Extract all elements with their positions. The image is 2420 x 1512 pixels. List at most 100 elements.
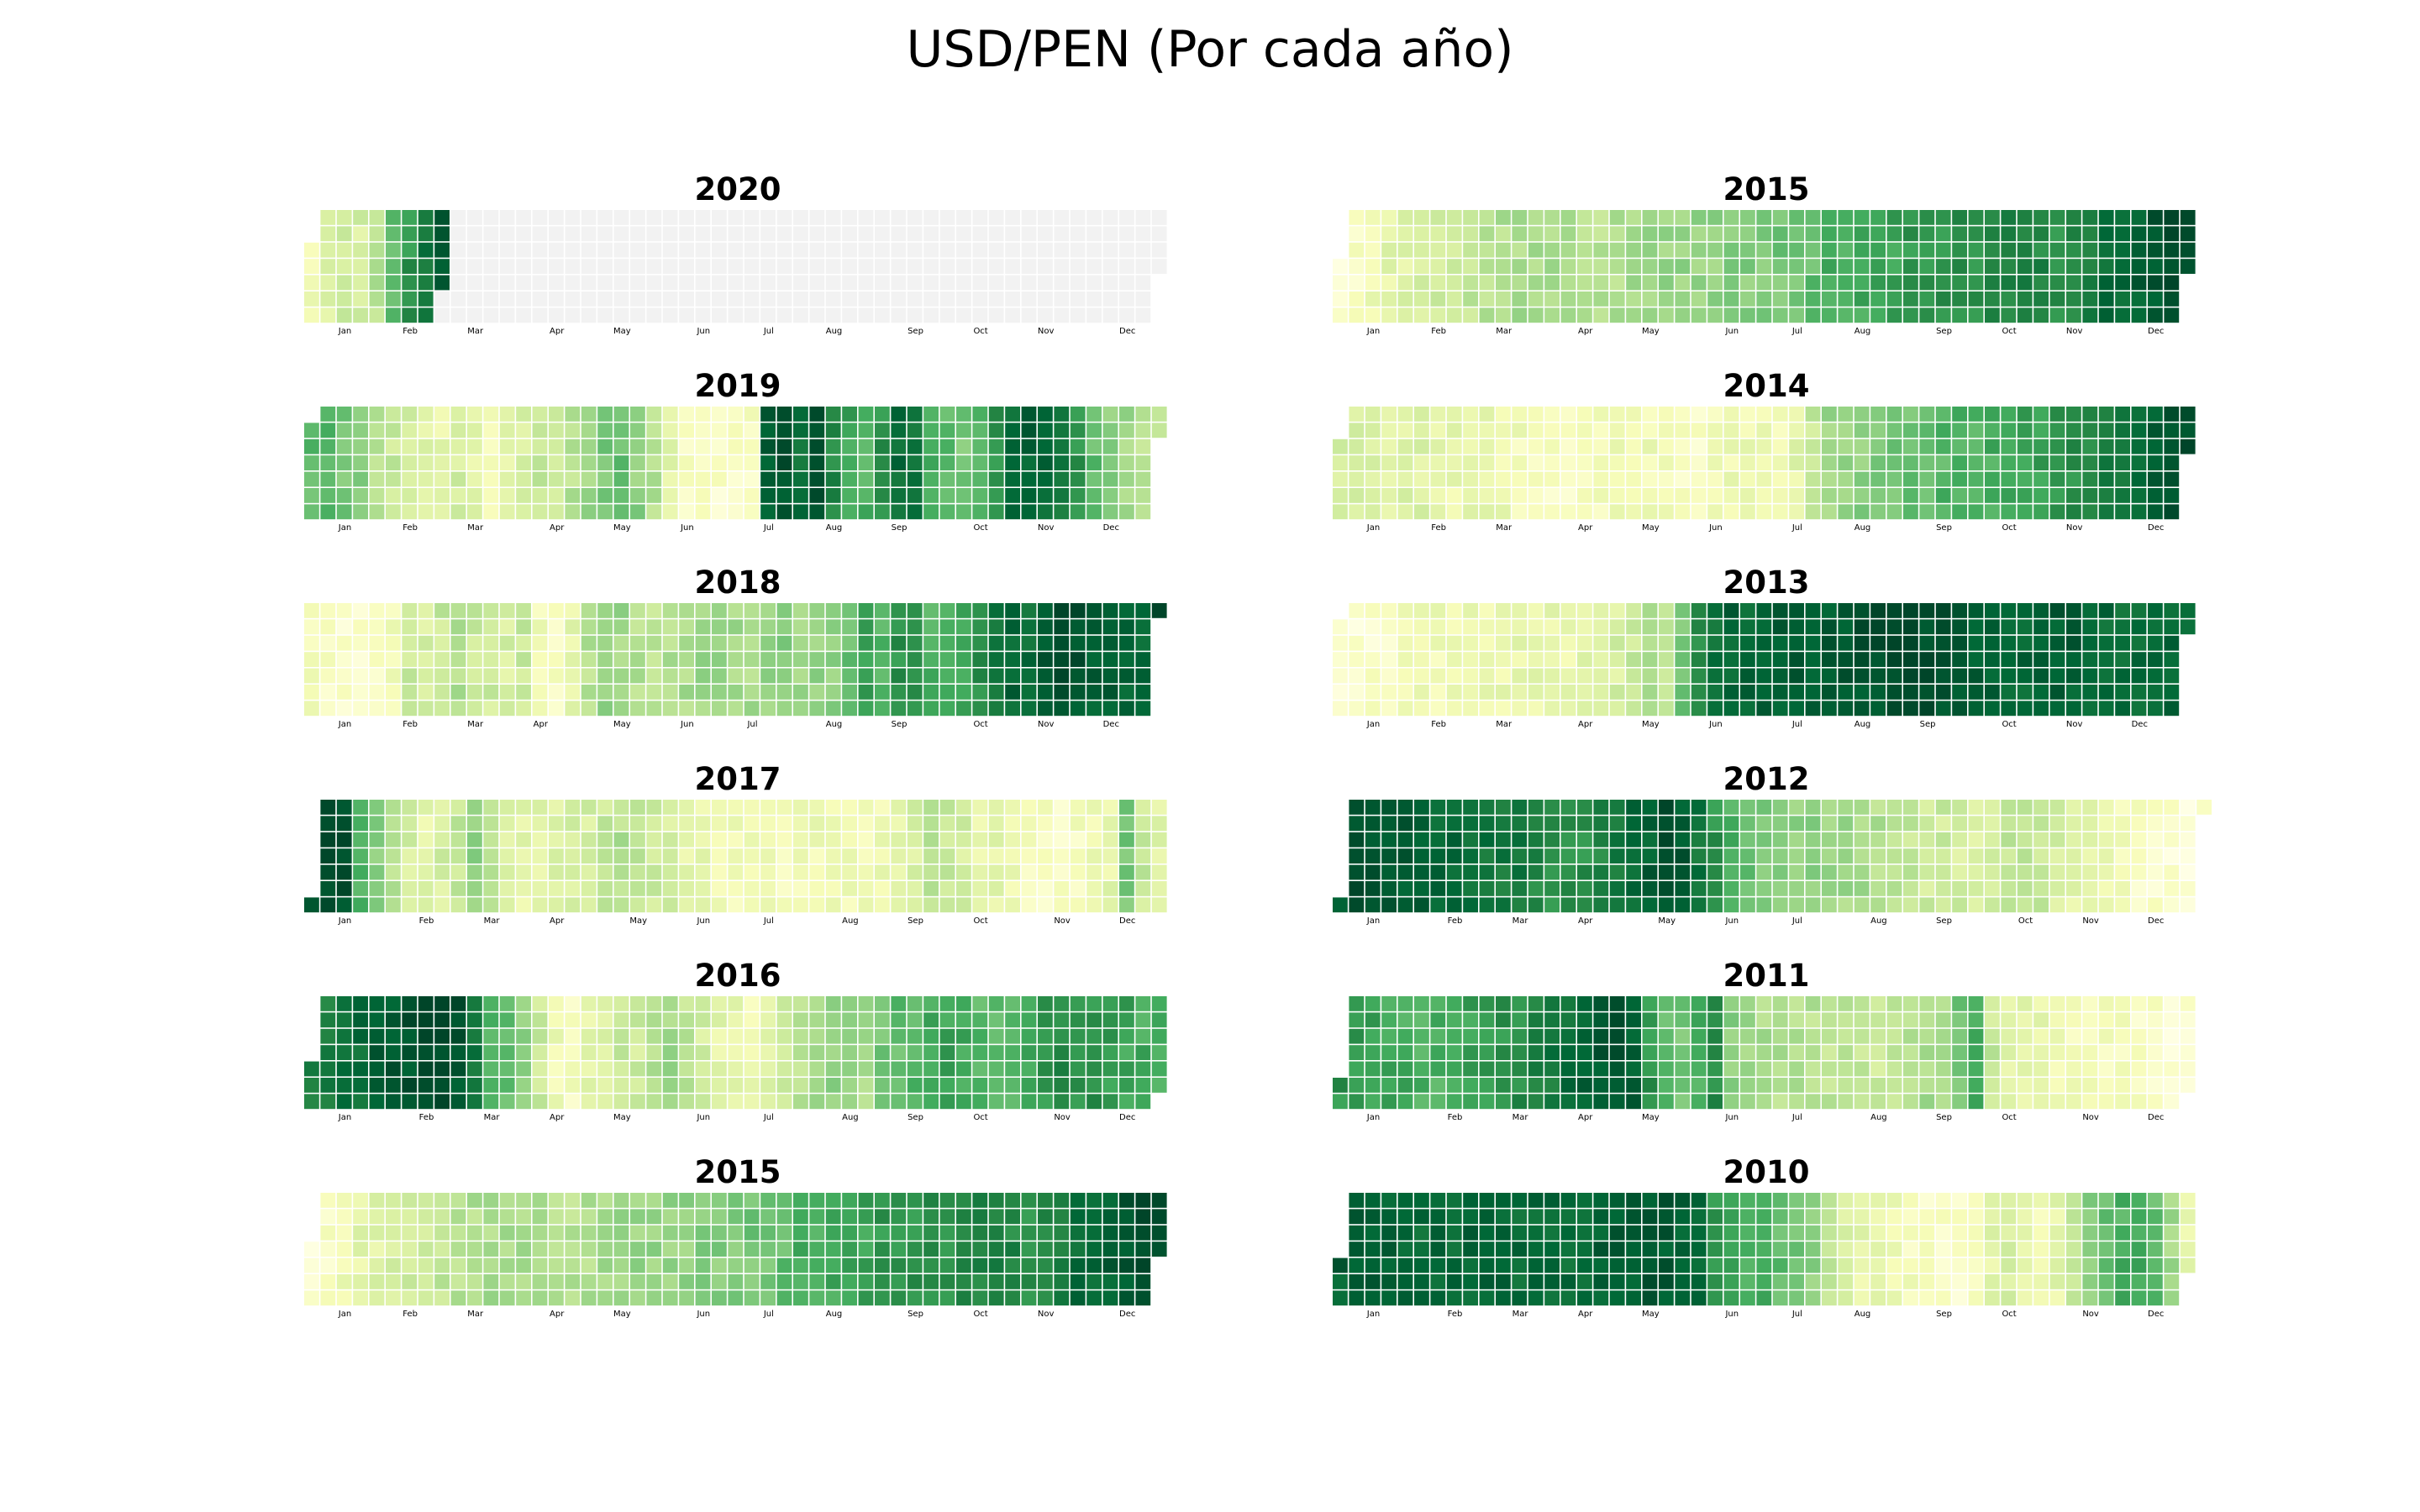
day-cell (1054, 1028, 1070, 1044)
day-cell (336, 275, 352, 291)
day-cell (434, 242, 450, 258)
month-tick-label: Mar (1512, 916, 1529, 926)
day-cell (1985, 1257, 2000, 1273)
day-cell (1642, 603, 1658, 618)
day-cell (1054, 864, 1070, 880)
day-cell (1805, 1012, 1821, 1028)
day-cell (418, 1257, 434, 1273)
day-cell (1756, 1274, 1772, 1289)
day-cell (1740, 291, 1755, 307)
day-cell (907, 1257, 923, 1273)
day-cell (728, 488, 744, 503)
day-cell (939, 881, 955, 896)
day-cell (988, 504, 1004, 520)
day-cell (418, 1209, 434, 1225)
day-cell (1854, 1209, 1870, 1225)
day-cell (939, 701, 955, 717)
day-cell (1119, 603, 1134, 618)
day-cell (1544, 652, 1560, 667)
day-cell (1935, 603, 1951, 618)
day-cell (1756, 701, 1772, 717)
month-tick-label: Sep (908, 1310, 923, 1319)
day-cell (1968, 1242, 1984, 1257)
day-cell (1381, 635, 1397, 651)
day-cell (1968, 407, 1984, 422)
day-cell (467, 701, 482, 717)
day-cell (597, 848, 613, 864)
day-cell (304, 242, 319, 258)
month-tick-label: Aug (826, 720, 843, 729)
day-cell (1935, 471, 1951, 487)
day-cell (532, 407, 548, 422)
day-cell (1414, 471, 1429, 487)
day-cell (662, 996, 678, 1011)
day-cell (956, 832, 971, 848)
day-cell (2001, 275, 2017, 291)
day-cell (1430, 438, 1446, 454)
day-cell (1021, 504, 1037, 520)
day-cell (809, 635, 825, 651)
day-cell (891, 652, 907, 667)
day-cell (2131, 1061, 2147, 1077)
day-cell (744, 1209, 760, 1225)
day-cell (875, 307, 890, 323)
day-cell (1560, 1078, 1576, 1093)
day-cell (1707, 1257, 1723, 1273)
day-cell (1070, 1290, 1086, 1306)
month-tick-label: Nov (2066, 327, 2083, 336)
day-cell (939, 1290, 955, 1306)
day-cell (1723, 603, 1739, 618)
day-cell (679, 504, 694, 520)
day-cell (630, 848, 645, 864)
day-cell (1789, 407, 1804, 422)
day-cell (613, 897, 629, 913)
day-cell (1756, 1094, 1772, 1110)
day-cell (1691, 603, 1707, 618)
day-cell (1675, 407, 1691, 422)
day-cell (467, 996, 482, 1011)
day-cell (1151, 603, 1167, 618)
day-cell (695, 471, 711, 487)
day-cell (907, 455, 923, 470)
day-cell (1463, 800, 1478, 815)
day-cell (1903, 1274, 1918, 1289)
day-cell (320, 291, 336, 307)
day-cell (1593, 881, 1609, 896)
day-cell (1740, 1193, 1755, 1208)
day-cell (1903, 407, 1918, 422)
day-cell (1414, 242, 1429, 258)
day-cell (2066, 685, 2081, 700)
month-tick-label: Sep (892, 720, 908, 729)
calendar-grid-2012: Jan Feb Mar Apr May Jun Jul Aug Sep Oct Nov Dec (1333, 800, 2212, 926)
day-cell (2033, 635, 2049, 651)
day-cell (1119, 816, 1134, 832)
day-cell (1854, 816, 1870, 832)
panel-year-title: 2017 (694, 761, 781, 797)
day-cell (760, 1290, 776, 1306)
day-cell (2098, 1045, 2114, 1060)
day-cell (1135, 800, 1151, 815)
day-cell (1772, 1045, 1788, 1060)
day-cell (1528, 1257, 1544, 1273)
day-cell (2049, 455, 2065, 470)
day-cell (320, 1193, 336, 1208)
day-cell (1691, 1257, 1707, 1273)
day-cell (1822, 996, 1837, 1011)
day-cell (1577, 1028, 1592, 1044)
day-cell (1397, 619, 1413, 635)
day-cell (907, 1045, 923, 1060)
day-cell (1626, 816, 1641, 832)
day-cell (2148, 423, 2163, 438)
day-cell (1414, 800, 1429, 815)
day-cell (304, 635, 319, 651)
day-cell (565, 685, 581, 700)
day-cell (1397, 668, 1413, 684)
day-cell (2033, 652, 2049, 667)
day-cell (1985, 1274, 2000, 1289)
day-cell (1577, 438, 1592, 454)
day-cell (646, 635, 662, 651)
day-cell (353, 685, 368, 700)
day-cell (1135, 1012, 1151, 1028)
day-cell (1333, 488, 1348, 503)
day-cell (1772, 407, 1788, 422)
